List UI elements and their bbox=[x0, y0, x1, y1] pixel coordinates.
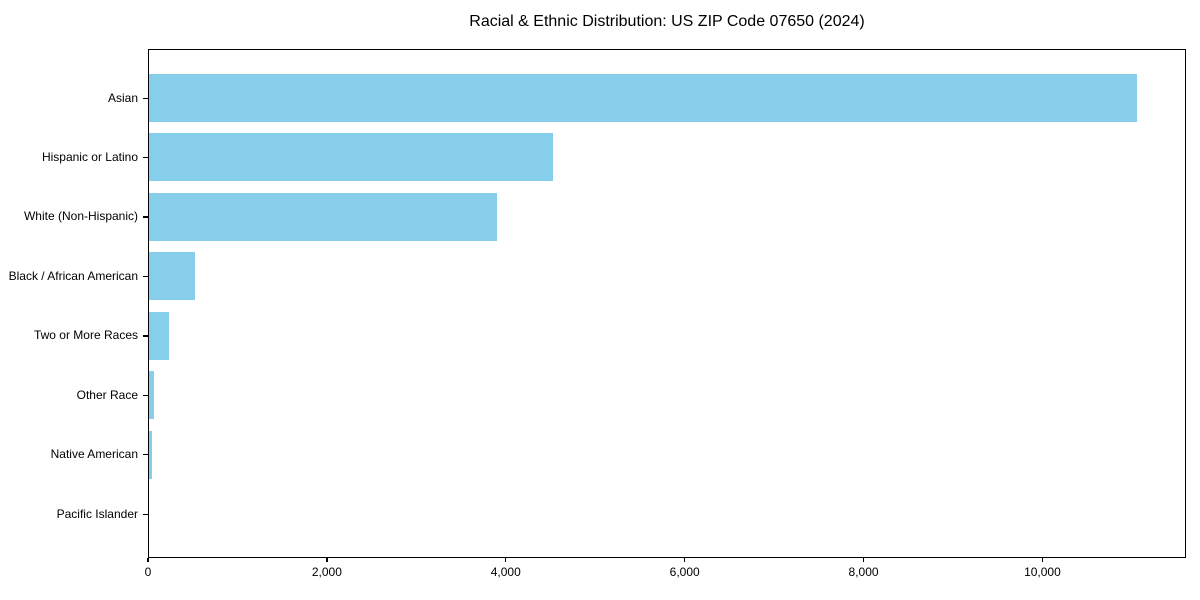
x-tick-mark bbox=[147, 558, 149, 562]
x-tick-label: 8,000 bbox=[848, 565, 879, 579]
chart-title: Racial & Ethnic Distribution: US ZIP Cod… bbox=[469, 13, 865, 30]
y-tick-mark bbox=[143, 454, 148, 456]
plot-area bbox=[148, 49, 1186, 558]
x-tick-label: 2,000 bbox=[311, 565, 342, 579]
x-tick-mark bbox=[326, 558, 328, 562]
y-axis-label: Other Race bbox=[76, 387, 138, 402]
y-axis-label: Black / African American bbox=[8, 268, 138, 283]
x-tick-label: 6,000 bbox=[669, 565, 700, 579]
bar-black-african-american bbox=[149, 252, 196, 301]
x-tick-label: 0 bbox=[144, 565, 152, 579]
y-tick-mark bbox=[143, 275, 148, 278]
y-axis-label: Native American bbox=[50, 447, 138, 462]
bar-white-non-hispanic bbox=[149, 192, 497, 241]
bar-native-american bbox=[149, 430, 153, 479]
x-tick-label: 4,000 bbox=[490, 565, 521, 579]
bar-two-or-more-races bbox=[149, 311, 170, 360]
bar-other-race bbox=[149, 371, 154, 420]
y-axis-label: Hispanic or Latino bbox=[41, 149, 138, 164]
y-tick-mark bbox=[143, 156, 148, 159]
x-tick-label: 10,000 bbox=[1024, 565, 1061, 579]
y-tick-mark bbox=[143, 97, 148, 99]
x-tick-mark bbox=[862, 558, 865, 562]
y-axis-label: Asian bbox=[107, 90, 138, 105]
y-tick-mark bbox=[143, 335, 148, 337]
y-tick-mark bbox=[143, 216, 148, 218]
bar-hispanic-or-latino bbox=[149, 133, 554, 182]
y-axis-label: Two or More Races bbox=[33, 328, 138, 343]
bar-asian bbox=[149, 74, 1138, 122]
y-tick-mark bbox=[143, 513, 148, 515]
y-axis-label: White (Non-Hispanic) bbox=[23, 209, 138, 224]
x-tick-mark bbox=[1041, 558, 1044, 562]
x-tick-mark bbox=[505, 558, 507, 562]
y-axis-label: Pacific Islander bbox=[56, 506, 138, 521]
y-tick-mark bbox=[143, 394, 148, 396]
x-tick-mark bbox=[684, 558, 686, 562]
